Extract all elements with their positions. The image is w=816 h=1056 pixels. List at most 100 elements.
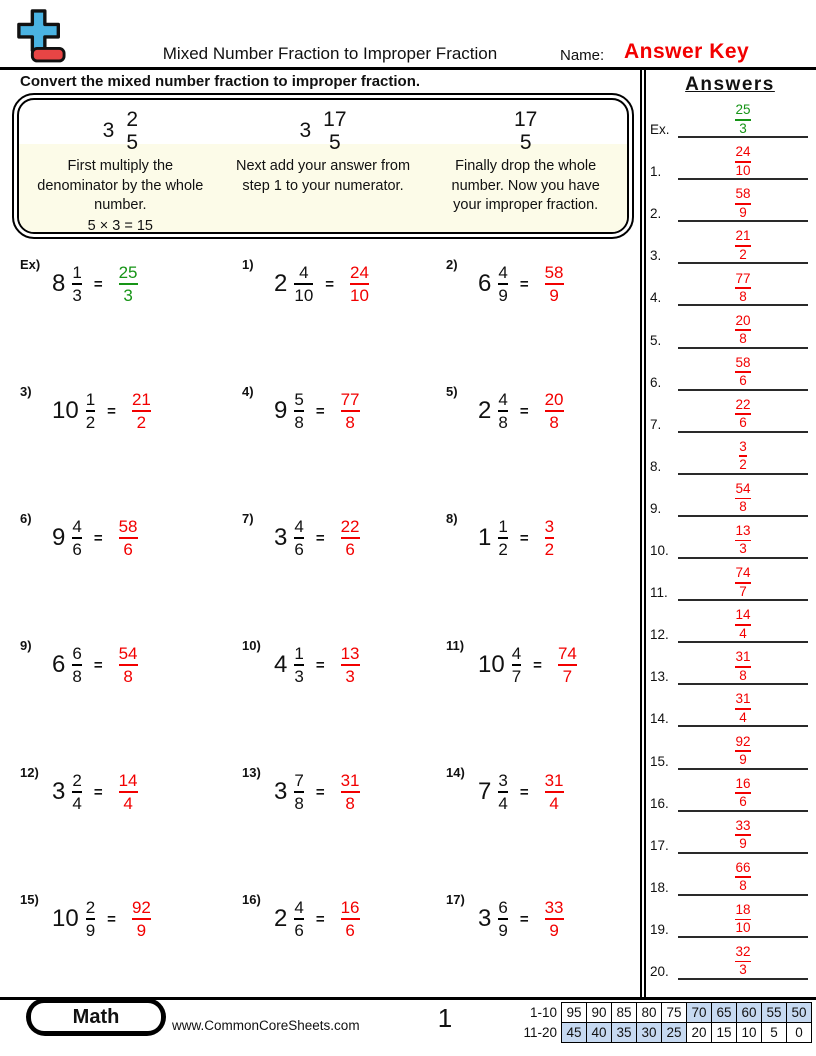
answer-key-fraction-bar — [735, 118, 751, 121]
answer-denominator: 9 — [549, 286, 559, 306]
mixed-whole-number: 2 — [478, 397, 492, 425]
answer-key-fraction-bar — [739, 455, 747, 458]
answer-denominator: 8 — [345, 794, 355, 814]
problem-cell: Ex) 8 1 3 = 25 3 — [20, 249, 242, 376]
answer-key-fraction: 32 3 — [731, 944, 754, 978]
answer-blank-line: 74 7 — [678, 565, 808, 602]
mixed-whole-number: 4 — [274, 651, 288, 679]
fraction-numerator: 1 — [85, 390, 96, 409]
fraction-bar — [294, 918, 304, 921]
answer-fraction: 22 6 — [338, 517, 363, 559]
answer-key-fraction: 33 9 — [731, 818, 754, 852]
problem-cell: 1) 2 4 10 = 24 10 — [242, 249, 446, 376]
problem-cell: 4) 9 5 8 = 77 8 — [242, 376, 446, 503]
answer-blank-line: 25 3 — [678, 103, 808, 139]
problem-expression: 3 6 9 = 33 9 — [478, 898, 567, 940]
problem-cell: 11) 10 4 7 = 74 7 — [446, 630, 640, 757]
answer-key-fraction-bar — [735, 581, 751, 584]
answer-key-fraction-bar — [735, 202, 751, 205]
score-cell: 25 — [661, 1022, 687, 1043]
fraction-denominator: 3 — [294, 667, 304, 687]
answer-fraction: 20 8 — [542, 390, 567, 432]
answer-row: 9. 54 8 — [650, 475, 810, 517]
fraction-denominator: 10 — [294, 286, 314, 306]
answer-blank-line: 58 6 — [678, 355, 808, 391]
answer-key-fraction-bar — [735, 371, 751, 374]
mixed-fraction: 4 8 — [495, 390, 510, 432]
answer-key-numerator: 74 — [735, 565, 751, 581]
answer-row: 12. 14 4 — [650, 601, 810, 644]
answer-key-numerator: 32 — [735, 944, 751, 960]
answer-denominator: 9 — [549, 921, 559, 941]
answer-key-fraction-bar — [735, 539, 751, 542]
footer: Math www.CommonCoreSheets.com 1 1-10 95 90… — [0, 997, 816, 1043]
answer-blank-line: 32 3 — [678, 944, 808, 980]
subject-badge: Math — [26, 998, 166, 1036]
answer-blank-line: 18 10 — [678, 902, 808, 938]
problem-expression: 6 4 9 = 58 9 — [478, 263, 567, 305]
answer-denominator: 8 — [345, 413, 355, 433]
answer-row: 8. 3 2 — [650, 433, 810, 475]
answer-key-fraction: 24 10 — [731, 145, 754, 178]
answer-key-text: Answer Key — [624, 40, 750, 63]
answer-row: 1. 24 10 — [650, 138, 810, 181]
page-title: Mixed Number Fraction to Improper Fracti… — [162, 44, 498, 63]
mixed-fraction: 4 9 — [495, 263, 510, 305]
answer-blank-line: 33 9 — [678, 818, 808, 854]
equals-sign: = — [315, 402, 325, 420]
example-step: 3 2 5 First multiply the denominator by … — [19, 100, 222, 232]
answer-fraction: 92 9 — [129, 898, 154, 940]
answer-key-numerator: 3 — [739, 438, 747, 454]
equals-sign: = — [93, 783, 103, 801]
score-cell: 40 — [586, 1022, 612, 1043]
answer-fraction: 13 3 — [338, 644, 363, 686]
answer-key-fraction: 14 4 — [731, 608, 754, 641]
answer-fraction-bar — [557, 664, 577, 667]
answer-number-label: 12. — [650, 627, 669, 643]
score-cell: 15 — [711, 1022, 737, 1043]
fraction-denominator: 3 — [72, 286, 82, 306]
mixed-fraction: 4 6 — [69, 517, 84, 559]
fraction-bar — [498, 410, 508, 413]
answer-numerator: 13 — [340, 644, 360, 663]
answer-row: 5. 20 8 — [650, 306, 810, 349]
answer-key-fraction-bar — [735, 413, 751, 416]
answer-key-fraction-bar — [735, 245, 751, 247]
answer-number-label: 4. — [650, 290, 662, 306]
answer-blank-line: 66 8 — [678, 860, 808, 896]
answer-key-fraction: 22 6 — [731, 397, 754, 431]
answer-key-numerator: 31 — [735, 649, 751, 665]
answer-key-denominator: 8 — [739, 499, 747, 515]
fraction-numerator: 4 — [511, 644, 522, 663]
answer-blank-line: 77 8 — [678, 271, 808, 307]
example-step-formula: 5 × 3 = 15 — [87, 217, 153, 234]
answer-fraction: 21 2 — [129, 390, 154, 432]
problem-number-label: 17) — [446, 892, 465, 907]
example-box-inner: 3 2 5 First multiply the denominator by … — [17, 98, 629, 234]
problem-number-label: 6) — [20, 511, 32, 526]
mixed-fraction: 1 2 — [495, 517, 510, 559]
answer-key-denominator: 2 — [739, 457, 747, 473]
mixed-fraction: 6 8 — [69, 644, 84, 686]
problem-number-label: 8) — [446, 511, 458, 526]
fraction-bar — [511, 664, 522, 667]
answer-key-fraction: 20 8 — [731, 313, 754, 347]
mixed-whole-number: 9 — [274, 397, 288, 425]
fraction-denominator: 4 — [72, 794, 82, 814]
answer-key-fraction-bar — [735, 750, 751, 752]
fraction-numerator: 6 — [498, 898, 508, 917]
fraction-denominator: 8 — [498, 413, 508, 433]
fraction-bar — [498, 537, 508, 540]
problem-expression: 3 4 6 = 22 6 — [274, 517, 363, 559]
name-label: Name: — [560, 47, 605, 64]
score-cell: 30 — [636, 1022, 662, 1043]
score-range-label: 1-10 — [529, 1005, 557, 1020]
score-cell: 0 — [786, 1022, 812, 1043]
fraction-denominator: 8 — [294, 413, 304, 433]
website-link[interactable]: www.CommonCoreSheets.com — [172, 1018, 360, 1033]
answer-key-numerator: 24 — [735, 144, 751, 160]
answer-key-fraction-bar — [735, 287, 751, 289]
answer-numerator: 33 — [544, 898, 564, 917]
score-table: 1-10 95 90 85 80 75 70 65 60 55 50 11-20 45 40 35 30 25 2… — [520, 1002, 812, 1043]
answer-key-denominator: 9 — [739, 836, 747, 852]
